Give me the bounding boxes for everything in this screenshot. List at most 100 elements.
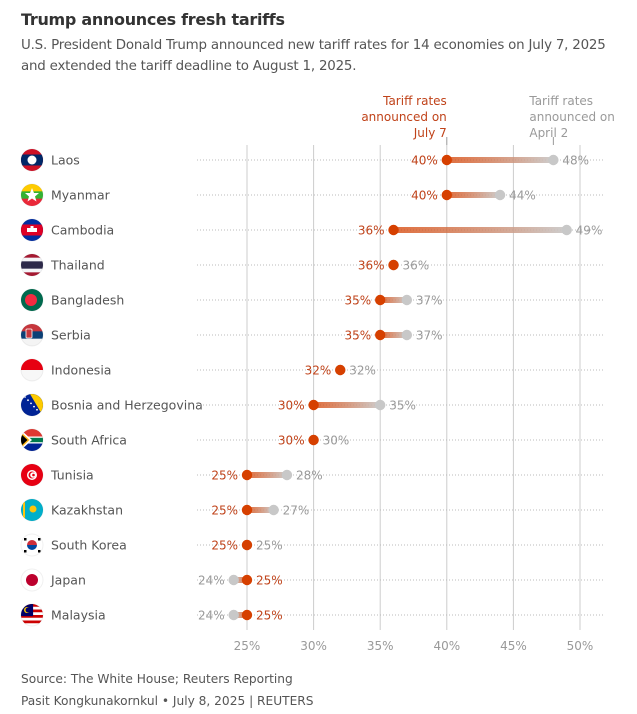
legend-label-july7: Tariff rates xyxy=(382,94,447,108)
chart-row: Kazakhstan 25% 27% xyxy=(20,498,604,522)
legend-label-july7: July 7 xyxy=(413,126,447,140)
july7-dot xyxy=(388,259,399,271)
country-label: Japan xyxy=(50,573,86,588)
indonesia-flag xyxy=(21,359,43,381)
april2-value-label: 37% xyxy=(416,294,443,308)
south-africa-flag xyxy=(21,429,43,451)
legend: Tariff rates announced on July 7 Tariff rat… xyxy=(361,94,615,145)
chart-row: Bangladesh 35% 37% xyxy=(20,288,604,312)
laos-flag xyxy=(21,149,43,171)
chart-title: Trump announces fresh tariffs xyxy=(21,10,285,29)
july7-value-label: 30% xyxy=(278,399,305,413)
april2-dot xyxy=(228,609,239,621)
july7-dot xyxy=(375,329,386,341)
july7-dot xyxy=(308,434,319,446)
april2-value-label: 35% xyxy=(389,399,416,413)
july7-dot xyxy=(335,364,346,376)
legend-label-april2: April 2 xyxy=(529,126,568,140)
chart-row: Thailand 36% 36% xyxy=(20,253,604,277)
july7-dot xyxy=(375,294,386,306)
country-label: Laos xyxy=(51,153,80,168)
source-note: Source: The White House; Reuters Reporti… xyxy=(21,672,293,686)
chart-row: Serbia 35% 37% xyxy=(20,323,604,347)
chart-row: South Africa 30% 30% xyxy=(20,428,604,452)
thailand-flag xyxy=(21,254,43,276)
chart-row: Tunisia 25% 28% xyxy=(20,463,604,487)
country-label: Cambodia xyxy=(51,223,114,238)
july7-dot xyxy=(441,154,452,166)
serbia-flag xyxy=(21,324,43,346)
country-label: South Korea xyxy=(51,538,127,553)
april2-value-label: 30% xyxy=(323,434,350,448)
july7-value-label: 25% xyxy=(256,609,283,623)
x-axis: 25% 30% 35% 40% 45% 50% xyxy=(234,639,594,653)
july7-dot xyxy=(241,539,253,551)
july7-value-label: 36% xyxy=(358,224,385,238)
x-tick-label: 25% xyxy=(234,639,261,653)
chart-row: Bosnia and Herzegovina 30% 35% xyxy=(20,393,604,417)
july7-dot xyxy=(241,609,253,621)
april2-value-label: 28% xyxy=(296,469,323,483)
country-label: South Africa xyxy=(51,433,127,448)
country-label: Tunisia xyxy=(50,468,94,483)
july7-dot xyxy=(388,224,399,236)
july7-dot xyxy=(241,469,253,481)
x-tick-label: 35% xyxy=(367,639,394,653)
april2-dot xyxy=(228,574,239,586)
country-label: Bosnia and Herzegovina xyxy=(51,398,203,413)
bosnia-flag xyxy=(21,394,43,416)
chart-subtitle: U.S. President Donald Trump announced ne… xyxy=(21,38,606,74)
april2-dot xyxy=(401,329,413,341)
july7-dot xyxy=(308,399,319,411)
april2-dot xyxy=(268,504,279,516)
x-tick-label: 50% xyxy=(567,639,594,653)
july7-value-label: 35% xyxy=(345,294,372,308)
april2-value-label: 48% xyxy=(562,154,589,168)
july7-value-label: 25% xyxy=(211,539,238,553)
chart-row: Laos 40% 48% xyxy=(20,148,604,172)
chart-row: Cambodia 36% 49% xyxy=(20,218,604,242)
july7-value-label: 40% xyxy=(411,189,438,203)
country-label: Malaysia xyxy=(51,608,106,623)
legend-label-april2: announced on xyxy=(529,110,614,124)
legend-label-july7: announced on xyxy=(361,110,446,124)
july7-dot xyxy=(441,189,452,201)
chart-rows: Laos 40% 48% Myanmar 40% 44% Cambodia 36% 49% Tha… xyxy=(20,148,604,627)
chart-row: Malaysia 25% 24% xyxy=(20,603,604,627)
country-label: Kazakhstan xyxy=(51,503,123,518)
credit-line: Pasit Kongkunakornkul • July 8, 2025 | R… xyxy=(21,694,314,708)
april2-dot xyxy=(375,399,386,411)
april2-value-label: 24% xyxy=(198,574,225,588)
myanmar-flag xyxy=(21,184,43,206)
chart-row: Japan 25% 24% xyxy=(20,568,604,592)
july7-value-label: 25% xyxy=(211,469,238,483)
x-tick-label: 40% xyxy=(433,639,460,653)
grid-lines xyxy=(246,145,581,630)
july7-value-label: 32% xyxy=(305,364,332,378)
july7-value-label: 36% xyxy=(358,259,385,273)
country-label: Myanmar xyxy=(51,188,111,203)
april2-value-label: 25% xyxy=(256,539,283,553)
july7-value-label: 40% xyxy=(411,154,438,168)
april2-value-label: 32% xyxy=(349,364,376,378)
april2-dot xyxy=(548,154,559,166)
bangladesh-flag xyxy=(21,289,43,311)
july7-dot xyxy=(241,504,253,516)
south-korea-flag xyxy=(21,534,43,556)
tunisia-flag xyxy=(21,464,43,486)
july7-dot xyxy=(241,574,253,586)
july7-value-label: 30% xyxy=(278,434,305,448)
x-tick-label: 45% xyxy=(500,639,527,653)
chart-row: Indonesia 32% 32% xyxy=(20,358,604,382)
april2-value-label: 24% xyxy=(198,609,225,623)
july7-value-label: 25% xyxy=(256,574,283,588)
country-label: Bangladesh xyxy=(51,293,124,308)
japan-flag xyxy=(21,569,43,591)
legend-label-april2: Tariff rates xyxy=(528,94,593,108)
april2-dot xyxy=(401,294,413,306)
country-label: Indonesia xyxy=(51,363,111,378)
country-label: Serbia xyxy=(51,328,91,343)
april2-value-label: 49% xyxy=(576,224,603,238)
april2-value-label: 36% xyxy=(403,259,430,273)
